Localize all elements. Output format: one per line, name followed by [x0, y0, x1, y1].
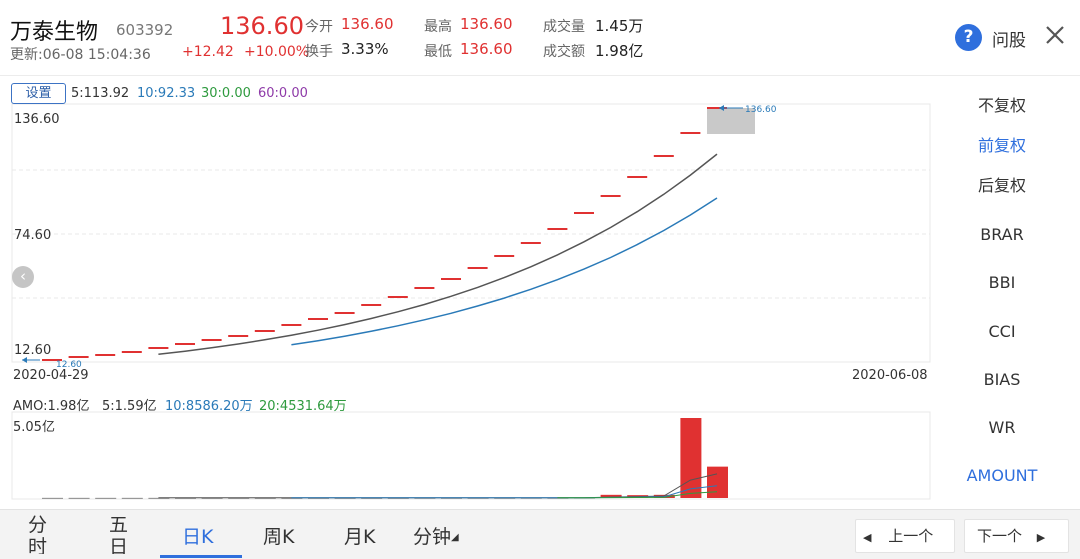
volume-panel-frame [11, 411, 931, 500]
tab-five-day[interactable]: 五日 [109, 514, 129, 554]
volume-bar-2 [95, 497, 117, 499]
price-change: +12.42 [182, 44, 234, 60]
ma5-legend: 5:113.92 [71, 86, 130, 101]
stock-name: 万泰生物 [10, 20, 99, 45]
forward-adjust-option[interactable]: 前复权 [977, 136, 1026, 155]
indicator-bias[interactable]: BIAS [983, 370, 1021, 389]
amo5-legend: 5:1.59亿 [102, 399, 157, 414]
volume-bar-25 [707, 466, 728, 498]
update-time: 更新:06-08 15:04:36 [10, 47, 151, 63]
period-tab-bar: 分时 五日 日K 周K 月K 分钟◢ ◀ 上一个 下一个 ▶ [0, 509, 1080, 559]
tab-minute-label: 分钟 [413, 526, 452, 548]
ma10-line [291, 197, 718, 346]
volume-bar-10 [308, 497, 329, 499]
turnover-label: 换手 [305, 44, 333, 60]
ma10-legend: 10:92.33 [137, 86, 196, 101]
volume-bar-6 [201, 497, 223, 499]
kline-chart[interactable]: 136.60 12.60 [0, 0, 940, 509]
low-label: 最低 [424, 44, 452, 60]
tab-minute[interactable]: 分钟◢ [413, 522, 459, 549]
price-axis-mid: 74.60 [14, 228, 52, 243]
volume-bar-11 [334, 497, 356, 499]
indicator-brar[interactable]: BRAR [980, 225, 1024, 244]
previous-stock-button[interactable]: ◀ 上一个 [855, 519, 955, 553]
amount-value: 1.98亿 [595, 42, 644, 60]
amo5-line [158, 473, 718, 499]
min-marker-arrow [22, 357, 27, 363]
volume-bar-13 [387, 497, 409, 499]
tab-intraday[interactable]: 分时 [28, 514, 48, 554]
no-adjust-option[interactable]: 不复权 [977, 96, 1026, 115]
high-label: 最高 [424, 19, 452, 35]
volume-value: 1.45万 [595, 17, 644, 35]
amo20-legend: 20:4531.64万 [259, 399, 347, 414]
ask-stock-button[interactable]: 问股 [992, 31, 1026, 51]
active-tab-indicator [160, 555, 242, 558]
ma60-legend: 60:0.00 [258, 86, 308, 101]
indicator-wr[interactable]: WR [988, 418, 1016, 437]
amount-label: 成交额 [543, 44, 585, 60]
open-label: 今开 [305, 19, 333, 35]
amo20-line [557, 491, 718, 499]
min-marker-label: 12.60 [56, 360, 82, 370]
turnover-value: 3.33% [341, 40, 389, 58]
volume-bar-9 [281, 497, 303, 499]
next-label: 下一个 [977, 527, 1023, 545]
volume-bar-1 [68, 497, 90, 499]
stock-code: 603392 [116, 21, 174, 39]
backward-adjust-option[interactable]: 后复权 [977, 176, 1026, 195]
open-value: 136.60 [341, 15, 394, 33]
triangle-right-icon: ▶ [1036, 531, 1046, 544]
chevron-left-icon[interactable]: ‹ [12, 266, 34, 288]
tab-weekly-k[interactable]: 周K [263, 526, 295, 548]
amo10-legend: 10:8586.20万 [165, 399, 253, 414]
volume-axis-max: 5.05亿 [13, 420, 55, 435]
volume-bar-3 [121, 497, 143, 499]
high-value: 136.60 [460, 15, 513, 33]
volume-bar-24 [680, 418, 702, 498]
last-price: 136.60 [220, 12, 304, 40]
indicator-amount[interactable]: AMOUNT [966, 466, 1038, 485]
indicator-bbi[interactable]: BBI [988, 273, 1016, 292]
next-stock-button[interactable]: 下一个 ▶ [964, 519, 1069, 553]
end-date: 2020-06-08 [852, 368, 928, 383]
indicator-cci[interactable]: CCI [988, 322, 1016, 341]
max-marker-arrow [719, 105, 724, 111]
previous-label: 上一个 [888, 527, 934, 545]
volume-bar-5 [175, 497, 196, 499]
volume-bar-8 [254, 497, 276, 499]
ma5-line [158, 153, 718, 356]
price-axis-low: 12.60 [14, 343, 52, 358]
volume-bar-4 [148, 497, 170, 499]
ma30-legend: 30:0.00 [201, 86, 251, 101]
price-change-percent: +10.00% [244, 44, 310, 60]
tab-daily-k[interactable]: 日K [182, 526, 214, 548]
settings-button[interactable]: 设置 [11, 83, 66, 104]
volume-bar-12 [361, 497, 383, 499]
max-marker-label: 136.60 [745, 105, 777, 115]
volume-label: 成交量 [543, 19, 585, 35]
low-value: 136.60 [460, 40, 513, 58]
start-date: 2020-04-29 [13, 368, 89, 383]
volume-bar-0 [42, 497, 63, 499]
question-circle-icon[interactable]: ? [955, 24, 982, 51]
amo-legend: AMO:1.98亿 [13, 399, 90, 414]
caret-down-icon: ◢ [451, 532, 459, 543]
tab-monthly-k[interactable]: 月K [344, 526, 376, 548]
close-x-icon[interactable] [1042, 22, 1068, 48]
price-axis-high: 136.60 [14, 112, 60, 127]
volume-bar-21 [600, 494, 622, 498]
triangle-left-icon: ◀ [863, 531, 872, 544]
limit-up-highlight [707, 108, 755, 134]
price-panel-frame [11, 103, 931, 363]
quote-header: 万泰生物 603392 更新:06-08 15:04:36 136.60 +12… [0, 0, 1080, 76]
volume-bar-7 [228, 497, 250, 499]
